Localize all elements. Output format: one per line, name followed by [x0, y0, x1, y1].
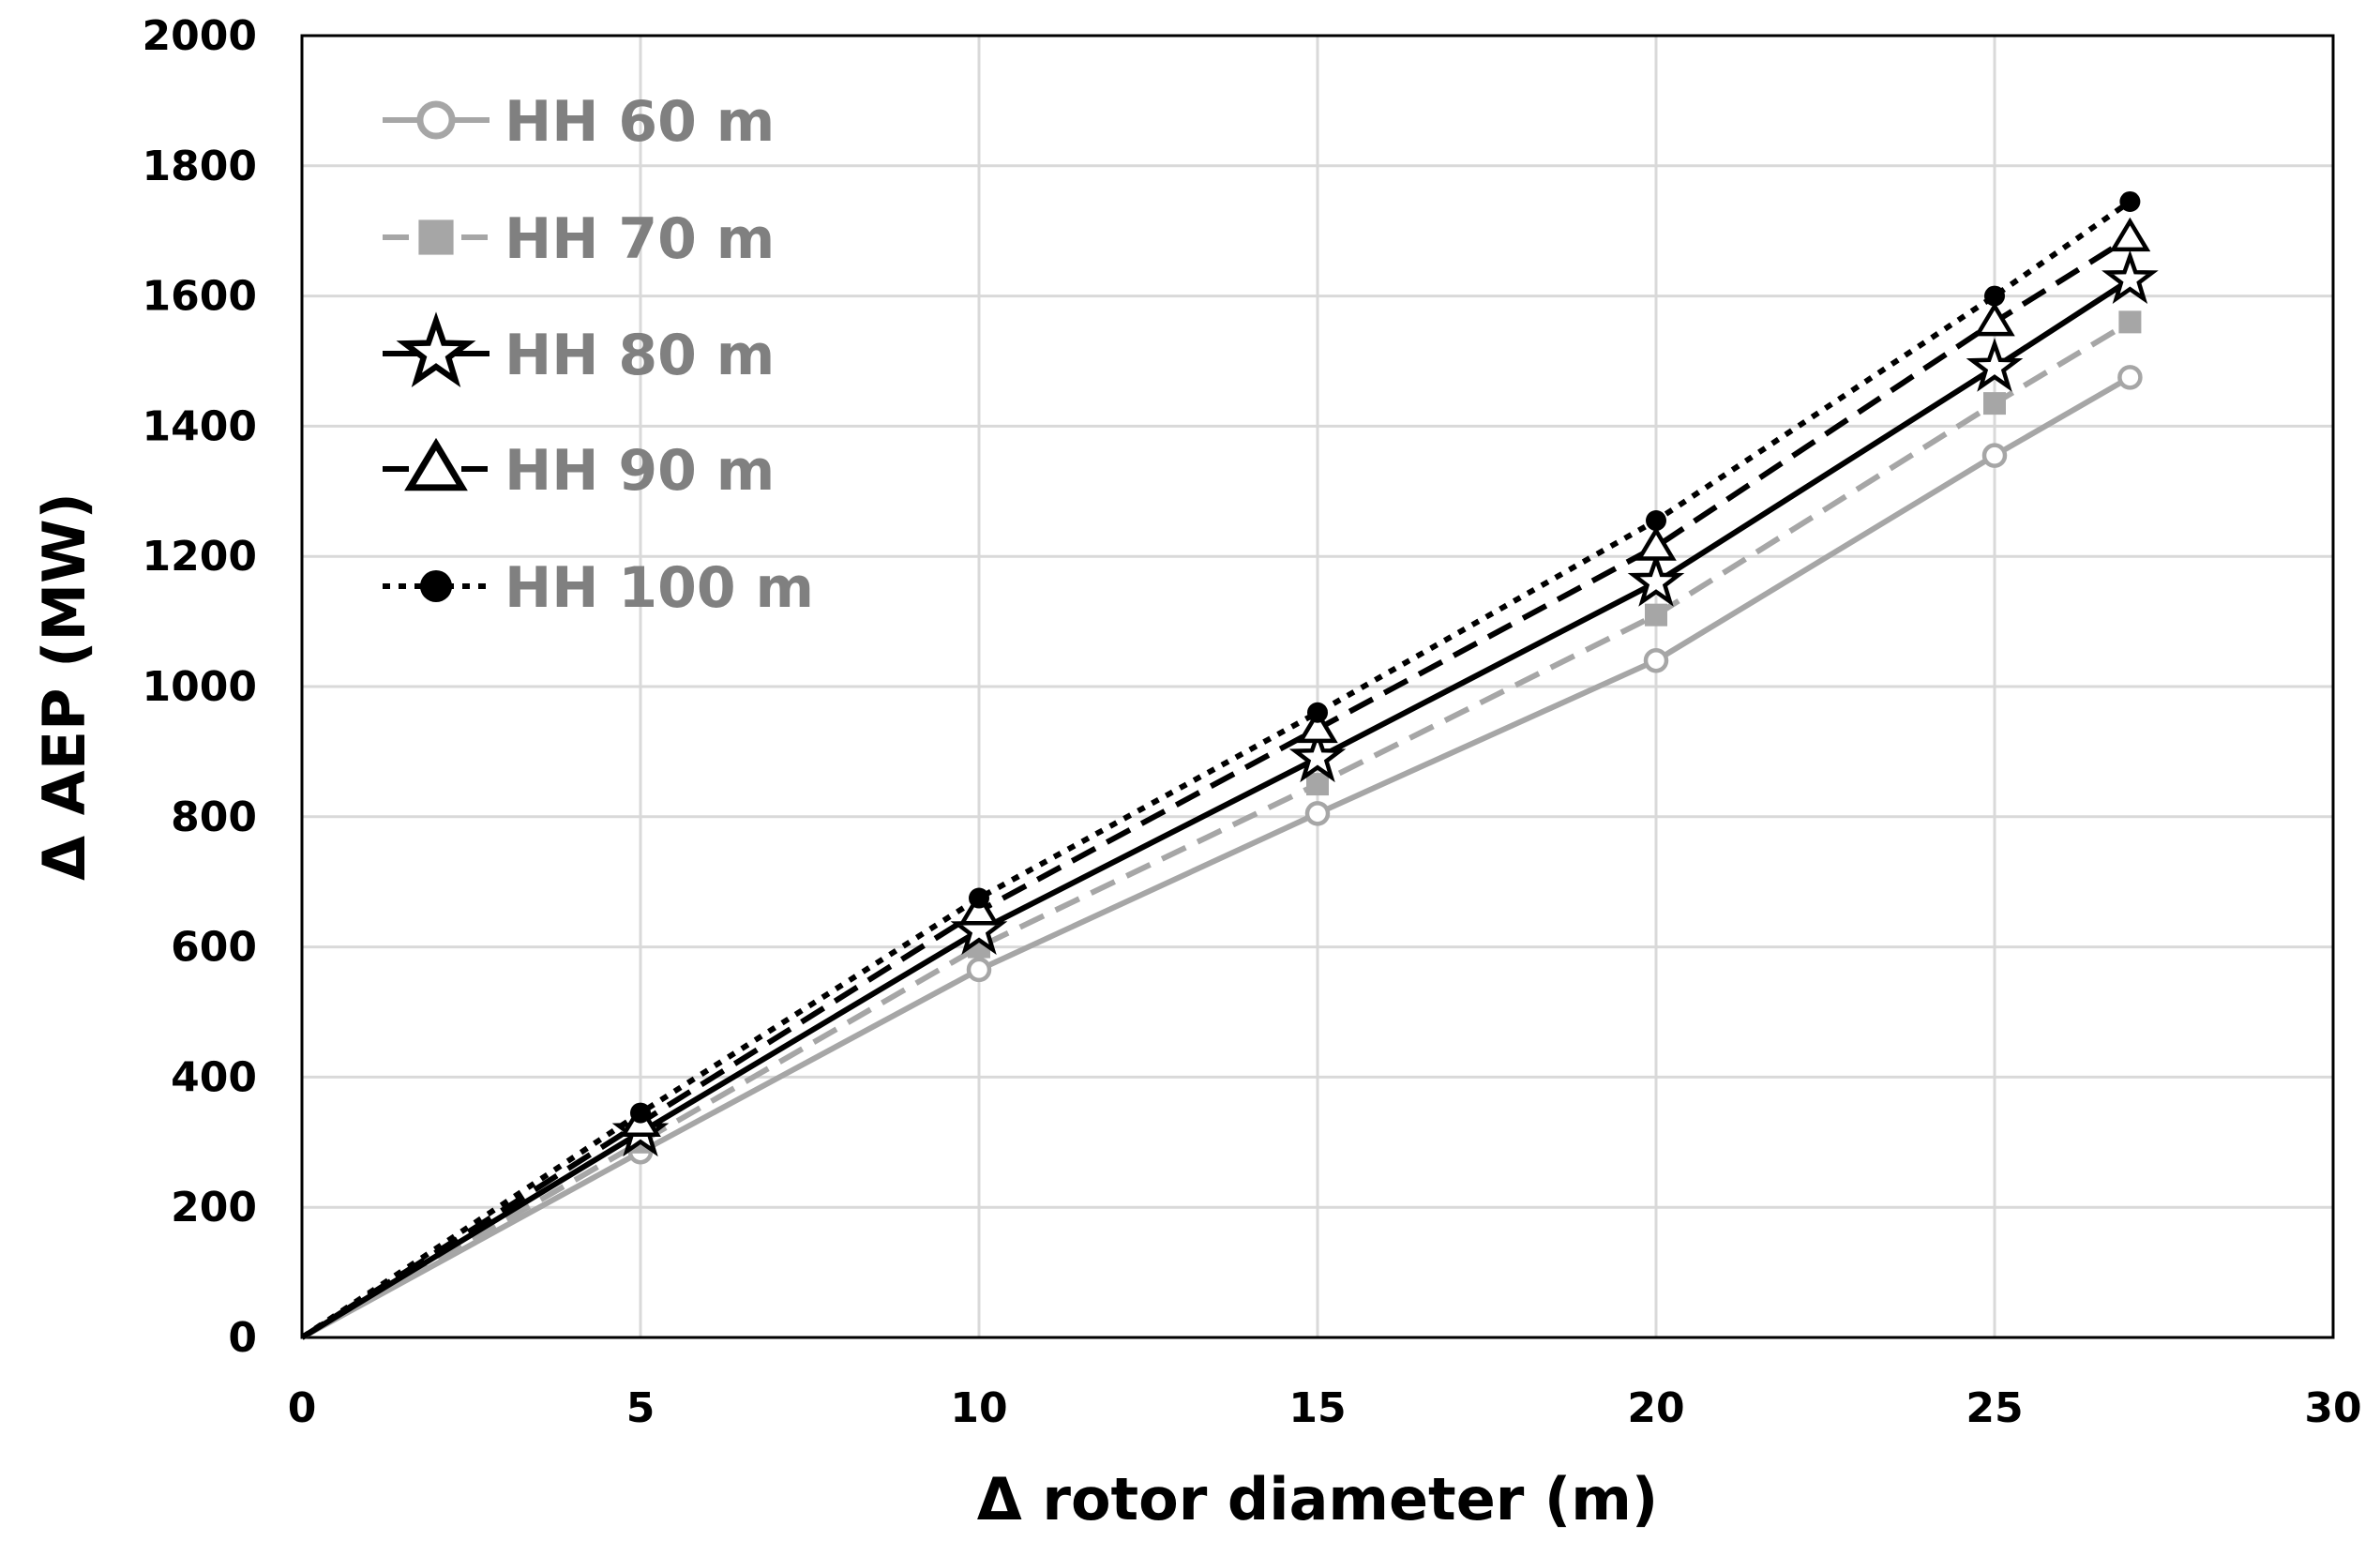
y-tick-label: 1800: [143, 143, 257, 190]
series-lines: [300, 190, 2159, 1340]
y-tick-label: 0: [228, 1314, 257, 1362]
x-tick-label: 0: [288, 1384, 317, 1432]
data-point: [1643, 647, 1669, 673]
legend-item: HH 80 m: [383, 311, 775, 388]
legend-label: HH 90 m: [505, 438, 775, 504]
x-axis-title: Δ rotor diameter (m): [977, 1465, 1658, 1533]
y-tick-label: 1400: [143, 402, 257, 450]
data-point: [1635, 526, 1677, 561]
legend-item: HH 100 m: [383, 555, 814, 621]
data-point: [1627, 552, 1685, 607]
data-point: [1307, 702, 1328, 723]
data-point: [1983, 392, 2006, 415]
axis-ticks: 0 5 10 15 20 25 30 0 200 400 600 800 1000 1200 1400 160…: [143, 12, 2362, 1432]
data-point: [966, 957, 992, 983]
legend: HH 60 m HH 70 m HH 80 m HH 90 m HH 100 m: [383, 89, 814, 621]
legend-item: HH 70 m: [383, 206, 775, 272]
legend-marker: [404, 437, 468, 491]
data-point: [2101, 249, 2159, 305]
y-tick-label: 600: [171, 924, 257, 972]
x-tick-label: 30: [2304, 1384, 2361, 1432]
data-point: [2118, 310, 2142, 334]
x-tick-label: 20: [1627, 1384, 1684, 1432]
y-tick-label: 1200: [143, 533, 257, 581]
data-point: [969, 887, 989, 909]
y-tick-label: 200: [171, 1184, 257, 1231]
data-point: [1288, 728, 1347, 783]
data-point: [2117, 365, 2143, 390]
data-point: [1306, 773, 1329, 796]
data-point: [2109, 217, 2151, 252]
data-point: [1297, 708, 1338, 744]
data-point: [2119, 190, 2141, 212]
y-tick-label: 400: [171, 1053, 257, 1101]
data-point: [1981, 443, 2008, 468]
data-point: [1966, 338, 2024, 392]
data-point: [1646, 510, 1666, 532]
x-tick-label: 15: [1288, 1384, 1346, 1432]
x-tick-label: 25: [1966, 1384, 2023, 1432]
legend-label: HH 80 m: [505, 323, 775, 388]
data-point: [1984, 285, 2005, 307]
y-tick-label: 800: [171, 793, 257, 841]
y-tick-label: 1000: [143, 663, 257, 711]
legend-marker: [418, 219, 454, 255]
data-point: [958, 891, 1000, 926]
legend-marker: [416, 100, 456, 140]
y-tick-label: 2000: [143, 12, 257, 60]
series-line: [300, 374, 2131, 1340]
legend-label: HH 70 m: [505, 206, 775, 272]
legend-label: HH 100 m: [505, 555, 814, 621]
series-1: [300, 365, 2143, 1340]
data-point: [1974, 302, 2015, 337]
y-tick-label: 1600: [143, 273, 257, 321]
plot-area: [300, 34, 2335, 1339]
legend-marker: [396, 311, 476, 388]
legend-marker: [419, 569, 453, 603]
data-point: [1304, 801, 1331, 826]
x-tick-label: 10: [950, 1384, 1007, 1432]
data-point: [1645, 603, 1667, 627]
series-5: [300, 190, 2141, 1340]
legend-item: HH 60 m: [383, 89, 775, 155]
data-point: [630, 1102, 651, 1124]
y-axis-title: Δ AEP (MW): [30, 492, 98, 881]
x-tick-label: 5: [626, 1384, 655, 1432]
legend-label: HH 60 m: [505, 89, 775, 155]
legend-item: HH 90 m: [383, 437, 775, 504]
